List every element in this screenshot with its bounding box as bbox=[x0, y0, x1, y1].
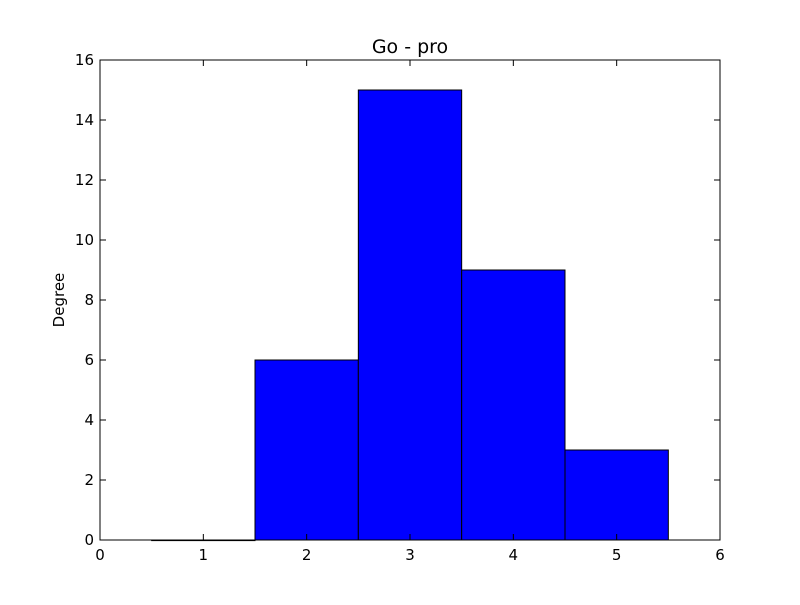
x-tick-label: 3 bbox=[405, 546, 415, 564]
bar-3 bbox=[357, 89, 463, 541]
bar-4 bbox=[461, 269, 566, 541]
y-axis-label: Degree bbox=[50, 273, 68, 328]
y-tick-label: 14 bbox=[75, 111, 94, 129]
y-tick-label: 12 bbox=[75, 171, 94, 189]
x-tick-label: 4 bbox=[509, 546, 519, 564]
x-tick-label: 0 bbox=[95, 546, 105, 564]
x-tick-label: 1 bbox=[199, 546, 209, 564]
y-tick-label: 0 bbox=[84, 531, 94, 549]
bar-5 bbox=[564, 449, 669, 541]
x-tick-label: 5 bbox=[612, 546, 622, 564]
x-tick-label: 6 bbox=[715, 546, 725, 564]
x-tick-label: 2 bbox=[302, 546, 312, 564]
y-tick-label: 6 bbox=[84, 351, 94, 369]
y-tick-label: 10 bbox=[75, 231, 94, 249]
bar-2 bbox=[254, 359, 359, 541]
y-tick-label: 16 bbox=[75, 51, 94, 69]
bars-layer bbox=[151, 89, 669, 542]
y-tick-label: 4 bbox=[84, 411, 94, 429]
chart-title: Go - pro bbox=[372, 36, 448, 58]
y-tick-label: 2 bbox=[84, 471, 94, 489]
y-tick-label: 8 bbox=[84, 291, 94, 309]
